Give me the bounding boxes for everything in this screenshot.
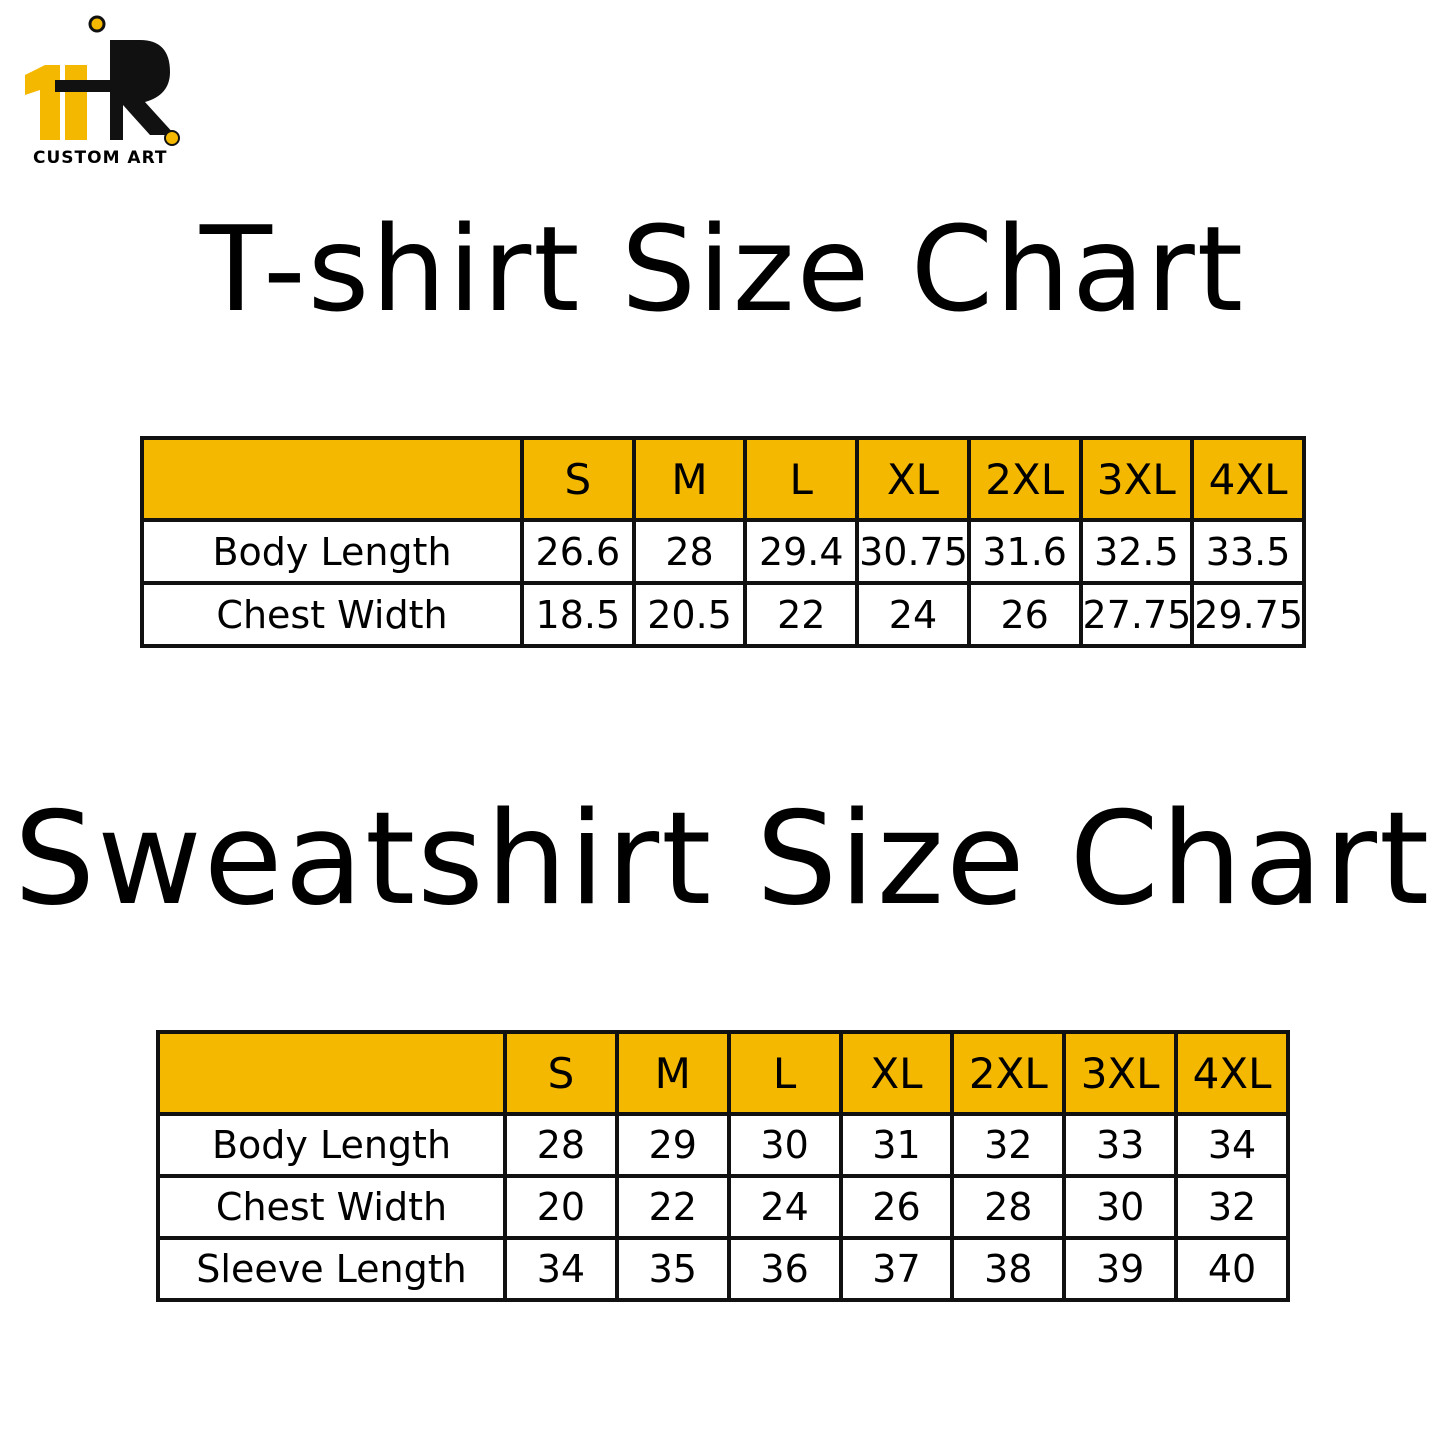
size-header: XL: [838, 1030, 955, 1116]
size-header: S: [520, 436, 636, 522]
row-label: Body Length: [156, 1112, 507, 1178]
measure-cell: 29: [614, 1112, 731, 1178]
measure-cell: 28: [503, 1112, 619, 1178]
title: Sweatshirt Size Chart: [13, 785, 1432, 934]
measure-cell: 26: [838, 1174, 955, 1240]
measure-cell: 40: [1174, 1236, 1290, 1302]
measure-cell: 18.5: [520, 581, 636, 648]
size-header: L: [743, 436, 860, 522]
measure-cell: 30: [726, 1112, 843, 1178]
measure-cell: 35: [614, 1236, 731, 1302]
measure-cell: 28: [631, 518, 748, 585]
row-label: Body Length: [140, 518, 524, 585]
size-header: 4XL: [1174, 1030, 1290, 1116]
size-table: S M L XL 2XL 3XL 4XL Body Length 28 29 30 31 32 33 34 C…: [156, 1030, 1290, 1302]
measure-cell: 32: [950, 1112, 1067, 1178]
size-header: XL: [855, 436, 971, 522]
measure-cell: 32.5: [1078, 518, 1195, 585]
corner-cell: [140, 436, 524, 522]
measure-cell: 34: [503, 1236, 619, 1302]
measure-cell: 30: [1062, 1174, 1179, 1240]
measure-row: Chest Width 20 22 24 26 28 30 32: [156, 1174, 1290, 1240]
measure-cell: 24: [855, 581, 971, 648]
measure-cell: 28: [950, 1174, 1067, 1240]
measure-cell: 38: [950, 1236, 1067, 1302]
size-header: 2XL: [950, 1030, 1067, 1116]
row-label: Chest Width: [156, 1174, 507, 1240]
row-label: Chest Width: [140, 581, 524, 648]
measure-cell: 24: [726, 1174, 843, 1240]
measure-cell: 29.75: [1190, 581, 1306, 648]
measure-cell: 31.6: [966, 518, 1083, 585]
measure-row: Body Length 28 29 30 31 32 33 34: [156, 1112, 1290, 1178]
measure-cell: 26.6: [520, 518, 636, 585]
title: T-shirt Size Chart: [199, 200, 1246, 338]
size-header: S: [503, 1030, 619, 1116]
measure-cell: 20.5: [631, 581, 748, 648]
measure-cell: 20: [503, 1174, 619, 1240]
measure-cell: 32: [1174, 1174, 1290, 1240]
measure-cell: 27.75: [1078, 581, 1195, 648]
corner-cell: [156, 1030, 507, 1116]
measure-cell: 37: [838, 1236, 955, 1302]
size-header: 4XL: [1190, 436, 1306, 522]
size-header: 3XL: [1078, 436, 1195, 522]
measure-cell: 26: [966, 581, 1083, 648]
measure-row: Body Length 26.6 28 29.4 30.75 31.6 32.5 33.5: [140, 518, 1306, 585]
logo-mark: [25, 15, 180, 146]
measure-cell: 22: [743, 581, 860, 648]
measure-cell: 31: [838, 1112, 955, 1178]
measure-cell: 29.4: [743, 518, 860, 585]
header-row: S M L XL 2XL 3XL 4XL: [156, 1030, 1290, 1116]
size-header: M: [631, 436, 748, 522]
measure-row: Sleeve Length 34 35 36 37 38 39 40: [156, 1236, 1290, 1302]
logo-text: CUSTOM ART: [33, 148, 168, 168]
measure-cell: 33.5: [1190, 518, 1306, 585]
size-table: S M L XL 2XL 3XL 4XL Body Length 26.6 28 29.4 30.75…: [140, 436, 1306, 648]
header-row: S M L XL 2XL 3XL 4XL: [140, 436, 1306, 522]
measure-cell: 36: [726, 1236, 843, 1302]
size-header: 3XL: [1062, 1030, 1179, 1116]
row-label: Sleeve Length: [156, 1236, 507, 1302]
measure-cell: 33: [1062, 1112, 1179, 1178]
size-header: 2XL: [966, 436, 1083, 522]
measure-cell: 39: [1062, 1236, 1179, 1302]
measure-cell: 30.75: [855, 518, 971, 585]
measure-cell: 34: [1174, 1112, 1290, 1178]
size-header: M: [614, 1030, 731, 1116]
measure-cell: 22: [614, 1174, 731, 1240]
measure-row: Chest Width 18.5 20.5 22 24 26 27.75 29.75: [140, 581, 1306, 648]
size-header: L: [726, 1030, 843, 1116]
